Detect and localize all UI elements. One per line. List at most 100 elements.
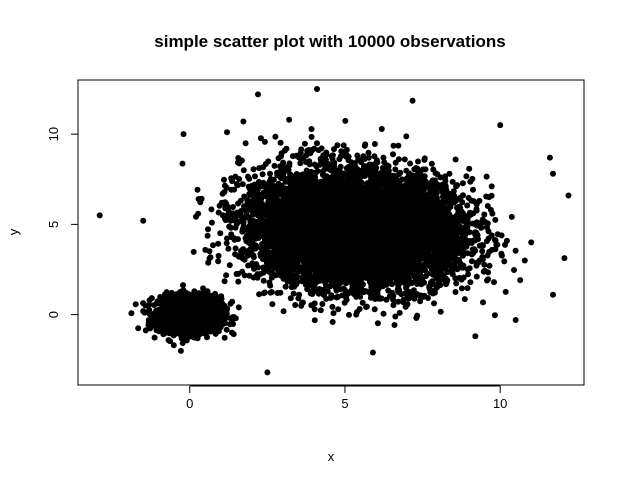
data-point xyxy=(280,308,287,315)
data-point xyxy=(197,199,204,206)
data-point xyxy=(250,166,257,173)
data-point xyxy=(132,301,139,308)
data-point xyxy=(193,292,200,299)
data-point xyxy=(241,272,248,279)
data-point xyxy=(335,306,342,313)
data-point xyxy=(235,304,242,311)
data-point xyxy=(293,152,300,159)
data-point xyxy=(256,291,263,298)
data-point xyxy=(155,306,162,313)
data-point xyxy=(329,319,336,325)
data-point xyxy=(271,162,278,169)
data-point xyxy=(177,347,184,354)
data-point xyxy=(317,307,324,314)
data-point xyxy=(167,338,173,345)
data-point xyxy=(140,300,147,307)
data-point xyxy=(179,288,186,294)
data-point xyxy=(217,293,224,300)
data-point xyxy=(353,311,360,318)
data-point xyxy=(201,313,208,320)
data-point xyxy=(179,340,186,346)
data-point xyxy=(204,288,211,295)
data-point xyxy=(161,330,168,337)
data-point xyxy=(221,278,228,285)
data-point xyxy=(232,245,239,252)
data-point xyxy=(206,255,213,262)
data-point xyxy=(147,325,154,332)
data-point xyxy=(262,161,269,167)
data-point xyxy=(311,161,318,168)
data-point xyxy=(212,290,219,297)
data-point xyxy=(297,160,304,167)
data-point xyxy=(235,278,242,285)
data-point xyxy=(392,166,399,173)
data-point xyxy=(259,171,266,178)
data-point xyxy=(173,327,180,334)
data-point xyxy=(146,306,153,313)
data-point xyxy=(311,317,318,324)
data-point xyxy=(282,283,289,290)
data-point xyxy=(240,118,247,125)
data-point xyxy=(233,181,240,187)
data-point xyxy=(246,199,253,206)
data-point xyxy=(164,307,171,314)
data-point xyxy=(268,274,275,281)
data-point xyxy=(221,176,227,183)
data-point xyxy=(229,298,236,305)
data-point xyxy=(140,308,147,315)
data-point xyxy=(208,327,215,334)
data-point xyxy=(151,334,158,341)
data-point xyxy=(239,228,246,235)
data-point xyxy=(255,178,262,185)
data-point xyxy=(280,275,287,282)
data-point xyxy=(225,245,232,252)
data-point xyxy=(217,230,224,237)
data-point xyxy=(215,252,222,259)
data-point xyxy=(230,331,237,338)
data-point xyxy=(301,140,308,147)
data-point xyxy=(378,126,385,132)
data-point xyxy=(205,226,211,233)
data-point xyxy=(221,334,228,341)
data-point xyxy=(230,321,237,327)
chart-title: simple scatter plot with 10000 observati… xyxy=(154,32,505,51)
data-point xyxy=(149,313,156,320)
data-point xyxy=(465,271,472,278)
data-point xyxy=(163,289,170,296)
data-point xyxy=(230,204,236,210)
data-point xyxy=(169,324,176,331)
data-point xyxy=(128,310,135,317)
data-point xyxy=(303,152,310,159)
data-point xyxy=(260,277,267,284)
data-point xyxy=(189,320,196,326)
data-point xyxy=(212,330,219,337)
data-point xyxy=(234,159,241,166)
data-point xyxy=(189,313,196,320)
data-point xyxy=(261,138,268,145)
data-point xyxy=(292,302,299,308)
data-point xyxy=(180,282,186,289)
data-point xyxy=(277,139,284,146)
data-point xyxy=(512,247,519,254)
data-point xyxy=(215,209,222,216)
data-point xyxy=(146,301,153,308)
data-point xyxy=(191,334,198,341)
data-point xyxy=(209,309,216,316)
data-point xyxy=(395,142,402,149)
data-point xyxy=(178,333,185,340)
data-point xyxy=(220,313,226,320)
data-point xyxy=(184,317,191,323)
data-point xyxy=(342,117,349,124)
data-point xyxy=(223,326,230,333)
data-point xyxy=(214,314,221,321)
data-point xyxy=(200,305,207,312)
data-point xyxy=(174,302,181,309)
data-point xyxy=(202,294,208,301)
data-point xyxy=(180,321,187,328)
data-point xyxy=(314,140,320,147)
data-point xyxy=(206,248,213,255)
data-point xyxy=(231,186,238,193)
data-point xyxy=(239,181,246,188)
data-point xyxy=(437,308,444,315)
